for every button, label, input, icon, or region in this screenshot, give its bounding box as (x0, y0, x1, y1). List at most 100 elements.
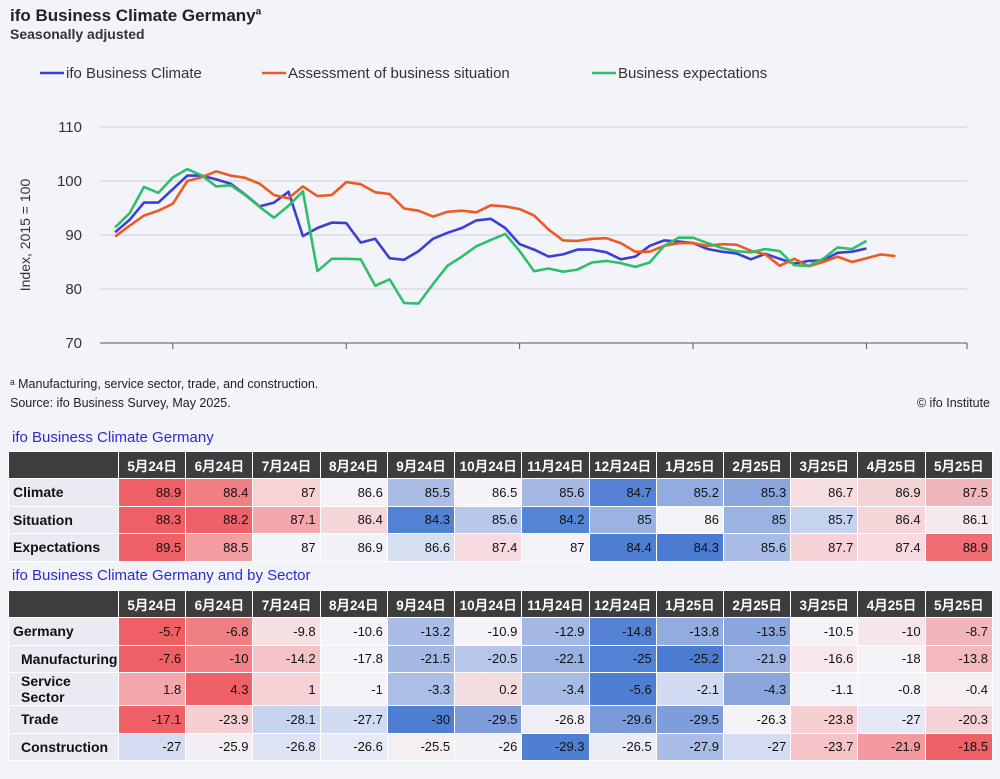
row-label: Manufacturing (8, 644, 119, 673)
table-cell: -10 (185, 644, 254, 673)
row-label: Germany (8, 617, 119, 646)
table-cell: 85.6 (722, 533, 792, 562)
table-cell: 88.5 (185, 533, 254, 562)
column-header: 11月24日 (521, 590, 590, 618)
table-row: Germany -5.7 -6.8 -9.8 -10.6 -13.2 -10.9 -12.9-… (8, 617, 994, 646)
table-cell: -23.8 (790, 705, 859, 734)
table-cell: -2.1 (655, 672, 724, 706)
table-cell: -29.6 (588, 705, 657, 734)
column-header: 8月24日 (319, 451, 388, 479)
table-cell: 85.2 (655, 478, 724, 507)
table-cell: -6.8 (185, 617, 254, 646)
table-cell: 86.6 (386, 533, 456, 562)
table-cell: 86.9 (319, 533, 388, 562)
table-cell: 86.1 (924, 505, 994, 534)
column-header: 7月24日 (252, 590, 321, 618)
row-label: Expectations (8, 533, 119, 562)
y-tick-label: 70 (65, 335, 82, 352)
table-cell: -1 (319, 672, 388, 706)
line-chart: ifo Business Climate Assessment of busine… (17, 65, 968, 352)
table-cell: -9.8 (252, 617, 321, 646)
table-cell: 86.5 (454, 478, 523, 507)
table-cell: 86 (655, 505, 724, 534)
table-cell: -23.9 (185, 705, 254, 734)
column-header: 10月24日 (454, 451, 523, 479)
table-cell: -10.9 (454, 617, 523, 646)
table-cell: -7.6 (117, 644, 187, 673)
table-row: Service Sector 1.8 4.3 1 -1 -3.3 0.2 -3.4 -5.6 -2… (8, 672, 994, 706)
table-cell: 87.4 (454, 533, 523, 562)
y-tick-label: 90 (65, 227, 82, 244)
table-cell: 85 (722, 505, 792, 534)
table-cell: -25.9 (185, 732, 254, 761)
table-cell: -29.5 (655, 705, 724, 734)
table-row: Manufacturing -7.6 -10 -14.2 -17.8 -21.5 -20.5… (8, 644, 994, 673)
table-cell: -21.9 (857, 732, 926, 761)
column-header: 6月24日 (185, 451, 254, 479)
table-cell: 85.6 (454, 505, 523, 534)
table-cell: 0.2 (454, 672, 523, 706)
table-cell: -20.5 (454, 644, 523, 673)
row-label: Climate (8, 478, 119, 507)
table-cell: -10.6 (319, 617, 388, 646)
table-cell: -27.9 (655, 732, 724, 761)
table-cell: -4.3 (722, 672, 792, 706)
table-cell: -18 (857, 644, 926, 673)
climate-table: 5月24日 6月24日 7月24日 8月24日 9月24日 10月24日 11月24日 12月… (8, 451, 994, 562)
column-header: 5月25日 (924, 590, 994, 618)
table-cell: 87.4 (857, 533, 926, 562)
column-header: 2月25日 (722, 590, 792, 618)
table-cell: -27 (857, 705, 926, 734)
table-cell: -26.3 (722, 705, 792, 734)
table-row: Climate 88.9 88.4 87 86.6 85.5 86.5 85.6 84.7 85.… (8, 478, 994, 507)
table-cell: 84.7 (588, 478, 657, 507)
table-cell: -10 (857, 617, 926, 646)
table-cell: -30 (386, 705, 456, 734)
table-cell: 87.1 (252, 505, 321, 534)
table-cell: 88.9 (117, 478, 187, 507)
chart-axes: 20212022202320242025Index, 2015 = 100 (17, 179, 968, 349)
table-cell: -23.7 (790, 732, 859, 761)
column-header: 5月24日 (117, 590, 187, 618)
series-line-2 (114, 167, 868, 305)
y-tick-label: 110 (58, 119, 82, 136)
table-cell: -21.5 (386, 644, 456, 673)
table-cell: 85.3 (722, 478, 792, 507)
table-cell: -27 (117, 732, 187, 761)
column-header: 1月25日 (655, 451, 724, 479)
table-cell: 87 (252, 478, 321, 507)
column-header: 8月24日 (319, 590, 388, 618)
table-cell: -22.1 (521, 644, 590, 673)
table-cell: -26.8 (252, 732, 321, 761)
legend-label-2: Business expectations (618, 65, 767, 82)
column-header: 5月24日 (117, 451, 187, 479)
table-cell: -0.4 (924, 672, 994, 706)
column-header: 9月24日 (386, 451, 456, 479)
table-cell: -28.1 (252, 705, 321, 734)
y-tick-label: 80 (65, 281, 82, 298)
table-cell: -8.7 (924, 617, 994, 646)
header-corner (8, 590, 119, 618)
chart-legend: ifo Business Climate Assessment of busine… (40, 65, 767, 82)
table-cell: 87 (521, 533, 590, 562)
table-cell: 88.9 (924, 533, 994, 562)
table-cell: -17.8 (319, 644, 388, 673)
table-cell: 84.3 (386, 505, 456, 534)
table-cell: -5.6 (588, 672, 657, 706)
table-cell: -29.5 (454, 705, 523, 734)
table-cell: -20.3 (924, 705, 994, 734)
row-label: Situation (8, 505, 119, 534)
y-axis-label: Index, 2015 = 100 (17, 179, 33, 292)
table-cell: -13.8 (655, 617, 724, 646)
table-row: Construction -27 -25.9 -26.8 -26.6 -25.5 -26 -2… (8, 732, 994, 761)
credit-text: © ifo Institute (916, 396, 990, 410)
table-cell: 85.5 (386, 478, 456, 507)
table-cell: 87.5 (924, 478, 994, 507)
column-header: 7月24日 (252, 451, 321, 479)
table-cell: 87 (252, 533, 321, 562)
table-cell: -13.5 (722, 617, 792, 646)
column-header: 1月25日 (655, 590, 724, 618)
table-cell: 89.5 (117, 533, 187, 562)
column-header: 3月25日 (790, 590, 859, 618)
table-cell: -3.4 (521, 672, 590, 706)
